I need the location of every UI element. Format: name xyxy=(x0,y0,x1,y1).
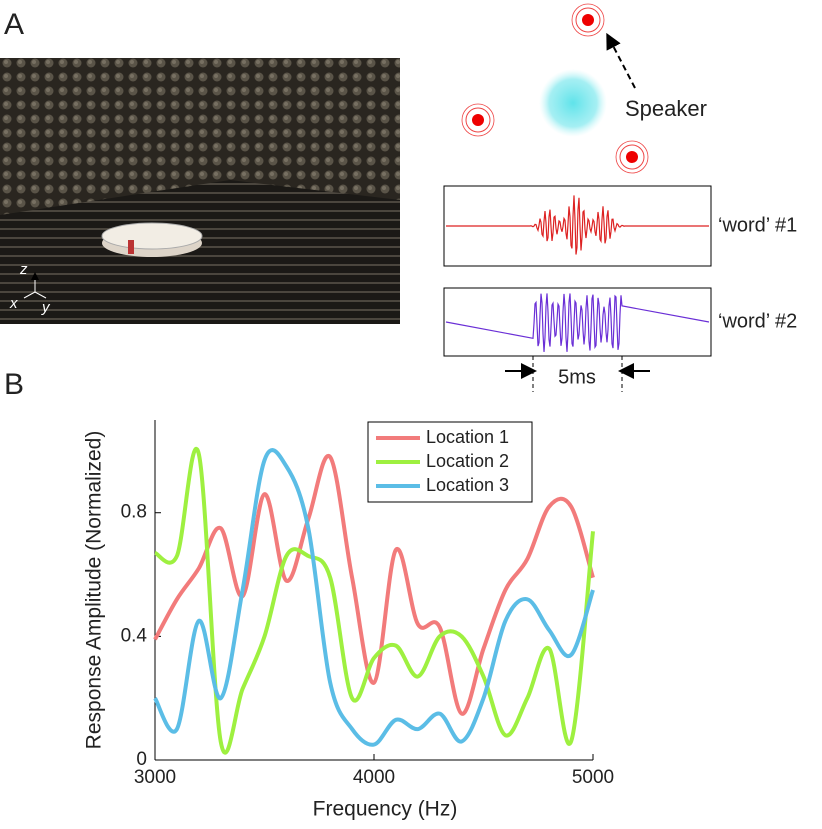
legend-label: Location 2 xyxy=(426,451,509,471)
duration-label: 5ms xyxy=(558,366,596,388)
x-tick-label: 3000 xyxy=(134,767,176,788)
legend-label: Location 1 xyxy=(426,427,509,447)
x-tick-label: 4000 xyxy=(353,767,395,788)
x-tick-label: 5000 xyxy=(572,767,614,788)
axis-letter: y xyxy=(41,299,51,316)
y-tick-label: 0 xyxy=(136,749,147,770)
axis-letter: z xyxy=(19,261,28,278)
data-line xyxy=(153,448,595,747)
panel-label: A xyxy=(4,8,24,41)
photo xyxy=(0,58,400,324)
axis-letter: x xyxy=(9,295,18,312)
y-tick-label: 0.4 xyxy=(121,625,148,646)
x-axis-label: Frequency (Hz) xyxy=(313,798,458,821)
speaker-diagram xyxy=(443,3,712,392)
speaker-label: Speaker xyxy=(625,96,707,121)
y-tick-label: 0.8 xyxy=(121,502,147,523)
word-label: ‘word’ #1 xyxy=(718,214,797,236)
legend-label: Location 3 xyxy=(426,475,509,495)
word-label: ‘word’ #2 xyxy=(718,310,797,332)
y-axis-label: Response Amplitude (Normalized) xyxy=(83,431,106,750)
panel-label: B xyxy=(4,368,24,401)
